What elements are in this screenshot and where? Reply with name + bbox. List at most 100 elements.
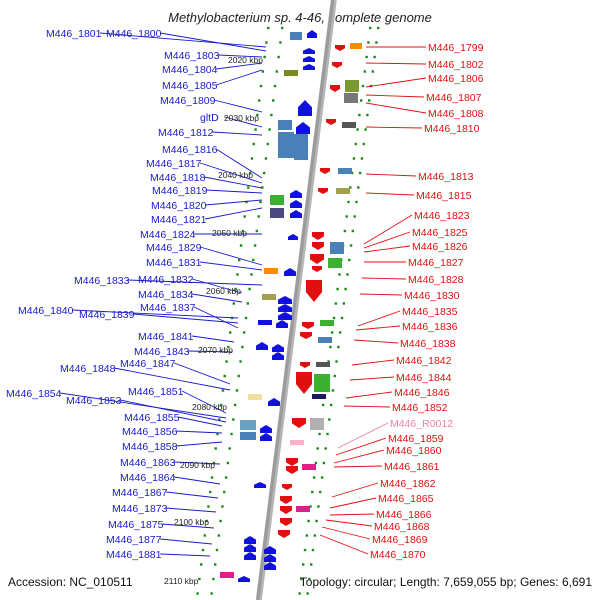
gene-label-right[interactable]: M446_1807 bbox=[426, 92, 482, 104]
leader-line bbox=[351, 359, 395, 366]
gene-label-right[interactable]: M446_1861 bbox=[384, 461, 440, 473]
forward-gene-arrow bbox=[276, 320, 288, 328]
gene-label-right[interactable]: M446_1827 bbox=[408, 257, 464, 269]
tick-mark bbox=[232, 418, 235, 421]
gene-label-left[interactable]: M446_1839 bbox=[79, 309, 135, 321]
gene-label-right[interactable]: M446_1799 bbox=[428, 42, 484, 54]
gene-label-left[interactable]: M446_1858 bbox=[122, 441, 178, 453]
leader-line bbox=[218, 54, 263, 58]
gene-label-right[interactable]: M446_1823 bbox=[414, 210, 470, 222]
gene-label-left[interactable]: M446_1832 bbox=[138, 274, 194, 286]
gene-label-left[interactable]: M446_1864 bbox=[120, 472, 176, 484]
gene-label-right[interactable]: M446_1866 bbox=[376, 509, 432, 521]
tick-mark bbox=[252, 142, 255, 146]
tick-mark bbox=[217, 534, 221, 537]
gene-label-right[interactable]: M446_1859 bbox=[388, 433, 444, 445]
gene-label-left[interactable]: M446_1834 bbox=[138, 289, 194, 301]
gene-label-right[interactable]: M446_1870 bbox=[370, 549, 426, 561]
tick-mark bbox=[328, 418, 331, 421]
gene-label-right[interactable]: M446_1815 bbox=[416, 190, 472, 202]
backbone-line bbox=[256, 0, 335, 600]
gene-label-left[interactable]: gltD bbox=[200, 112, 219, 124]
gene-block bbox=[345, 80, 359, 92]
gene-label-right[interactable]: M446_1852 bbox=[392, 402, 448, 414]
gene-label-left[interactable]: M446_1851 bbox=[128, 386, 184, 398]
gene-label-left[interactable]: M446_1875 bbox=[108, 519, 164, 531]
tick-mark bbox=[307, 519, 310, 523]
gene-label-left[interactable]: M446_1881 bbox=[106, 549, 162, 561]
tick-mark bbox=[332, 316, 336, 320]
tick-mark bbox=[210, 476, 214, 479]
gene-label-left[interactable]: M446_1829 bbox=[146, 242, 202, 254]
gene-label-right[interactable]: M446_1802 bbox=[428, 59, 484, 71]
gene-label-right[interactable]: M446_1806 bbox=[428, 73, 484, 85]
gene-label-left[interactable]: M446_1877 bbox=[106, 534, 162, 546]
tick-mark bbox=[311, 548, 315, 552]
gene-label-right[interactable]: M446_R0012 bbox=[390, 418, 453, 430]
gene-label-left[interactable]: M446_1873 bbox=[112, 503, 168, 515]
tick-mark bbox=[270, 113, 273, 117]
gene-label-right[interactable]: M446_1810 bbox=[424, 123, 480, 135]
gene-label-right[interactable]: M446_1828 bbox=[408, 274, 464, 286]
forward-gene-arrow bbox=[278, 296, 292, 304]
gene-label-left[interactable]: M446_1803 bbox=[164, 50, 220, 62]
gene-label-left[interactable]: M446_1804 bbox=[162, 64, 218, 76]
gene-label-right[interactable]: M446_1825 bbox=[412, 227, 468, 239]
gene-label-left[interactable]: M446_1817 bbox=[146, 158, 202, 170]
gene-label-left[interactable]: M446_1841 bbox=[138, 331, 194, 343]
gene-label-left[interactable]: M446_1824 bbox=[140, 229, 196, 241]
gene-label-left[interactable]: M446_1837 bbox=[140, 302, 196, 314]
scale-label: 2080 kbp bbox=[192, 402, 227, 412]
gene-label-left[interactable]: M446_1843 bbox=[134, 346, 190, 358]
tick-mark bbox=[349, 244, 353, 247]
gene-label-left[interactable]: M446_1821 bbox=[151, 214, 207, 226]
gene-label-right[interactable]: M446_1862 bbox=[380, 478, 436, 490]
gene-block bbox=[262, 294, 276, 300]
leader-line bbox=[199, 246, 263, 266]
gene-label-left[interactable]: M446_1800 bbox=[106, 28, 162, 40]
gene-label-right[interactable]: M446_1808 bbox=[428, 108, 484, 120]
gene-label-left[interactable]: M446_1820 bbox=[151, 200, 207, 212]
gene-label-left[interactable]: M446_1863 bbox=[120, 457, 176, 469]
tick-mark bbox=[305, 534, 309, 537]
gene-label-right[interactable]: M446_1836 bbox=[402, 321, 458, 333]
tick-mark bbox=[277, 55, 280, 59]
gene-label-left[interactable]: M446_1853 bbox=[66, 395, 122, 407]
gene-label-left[interactable]: M446_1848 bbox=[60, 363, 116, 375]
gene-label-right[interactable]: M446_1846 bbox=[394, 387, 450, 399]
gene-label-right[interactable]: M446_1868 bbox=[374, 521, 430, 533]
gene-label-left[interactable]: M446_1816 bbox=[162, 144, 218, 156]
gene-label-left[interactable]: M446_1854 bbox=[6, 388, 62, 400]
tick-mark bbox=[309, 505, 312, 508]
gene-label-left[interactable]: M446_1840 bbox=[18, 305, 74, 317]
gene-label-left[interactable]: M446_1819 bbox=[152, 185, 208, 197]
gene-label-left[interactable]: M446_1867 bbox=[112, 487, 168, 499]
gene-label-right[interactable]: M446_1835 bbox=[402, 306, 458, 318]
gene-label-right[interactable]: M446_1826 bbox=[412, 241, 468, 253]
gene-label-left[interactable]: M446_1805 bbox=[162, 80, 218, 92]
gene-label-right[interactable]: M446_1830 bbox=[404, 290, 460, 302]
tick-mark bbox=[239, 360, 242, 363]
gene-label-right[interactable]: M446_1838 bbox=[400, 338, 456, 350]
gene-label-right[interactable]: M446_1844 bbox=[396, 372, 452, 384]
tick-mark bbox=[300, 577, 303, 581]
gene-label-left[interactable]: M446_1831 bbox=[146, 257, 202, 269]
gene-label-left[interactable]: M446_1812 bbox=[158, 127, 214, 139]
gene-label-right[interactable]: M446_1842 bbox=[396, 355, 452, 367]
gene-label-left[interactable]: M446_1855 bbox=[124, 412, 180, 424]
gene-label-right[interactable]: M446_1813 bbox=[418, 171, 474, 183]
tick-mark bbox=[317, 505, 320, 508]
tick-mark bbox=[331, 389, 335, 392]
tick-mark bbox=[358, 113, 361, 117]
tick-mark bbox=[377, 26, 380, 30]
gene-label-left[interactable]: M446_1809 bbox=[160, 95, 216, 107]
gene-label-right[interactable]: M446_1860 bbox=[386, 445, 442, 457]
gene-label-left[interactable]: M446_1833 bbox=[74, 275, 130, 287]
gene-label-left[interactable]: M446_1856 bbox=[122, 426, 178, 438]
gene-label-right[interactable]: M446_1869 bbox=[372, 534, 428, 546]
gene-label-left[interactable]: M446_1818 bbox=[150, 172, 206, 184]
gene-label-left[interactable]: M446_1847 bbox=[120, 358, 176, 370]
gene-label-left[interactable]: M446_1801 bbox=[46, 28, 102, 40]
tick-mark bbox=[273, 84, 277, 88]
gene-label-right[interactable]: M446_1865 bbox=[378, 493, 434, 505]
